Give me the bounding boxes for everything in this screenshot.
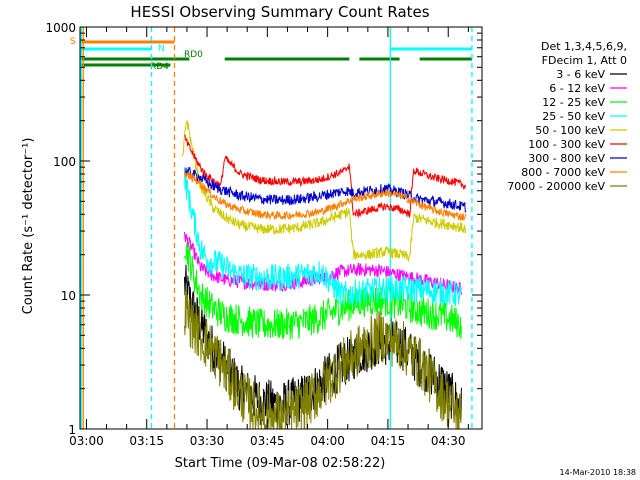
legend-label: 7000 - 20000 keV [507, 180, 605, 193]
chart-title: HESSI Observing Summary Count Rates [130, 3, 429, 21]
legend-label: 100 - 300 keV [528, 138, 605, 151]
axes: 1 10 100 1000 03:00 03:15 03:30 03:45 04:00 04:15… [45, 21, 483, 448]
x-tick-label: 03:15 [129, 434, 164, 448]
legend-label: 3 - 6 keV [556, 68, 605, 81]
x-tick-label: 04:15 [371, 434, 406, 448]
series-line [184, 241, 462, 340]
vertical-markers [80, 27, 473, 429]
instrument-flags: S N RD0 RD4 [70, 37, 472, 72]
x-tick-label: 03:30 [190, 434, 225, 448]
flag-rd0-label: RD0 [184, 50, 203, 60]
x-tick-label: 04:00 [310, 434, 345, 448]
legend-title-line-2: FDecim 1, Att 0 [542, 54, 627, 67]
y-tick-label: 1000 [45, 21, 76, 35]
legend-label: 800 - 7000 keV [521, 166, 605, 179]
legend-label: 300 - 800 keV [528, 152, 605, 165]
legend-label: 50 - 100 keV [535, 124, 605, 137]
flag-n-label: N [158, 44, 165, 54]
series-line [184, 171, 467, 222]
legend-label: 12 - 25 keV [542, 96, 605, 109]
series-line [184, 134, 467, 219]
series-lines [182, 120, 467, 431]
x-axis-label: Start Time (09-Mar-08 02:58:22) [175, 456, 386, 471]
legend-title-line-1: Det 1,3,4,5,6,9, [541, 40, 627, 53]
series-line [184, 167, 462, 308]
y-axis-label: Count Rate (s⁻¹ detector⁻¹) [21, 138, 36, 315]
series-line [184, 289, 462, 431]
flag-rd4-label: RD4 [150, 62, 169, 72]
y-tick-label: 1 [68, 423, 76, 437]
footer-timestamp: 14-Mar-2010 18:38 [560, 468, 637, 477]
y-tick-label: 10 [61, 289, 76, 303]
x-tick-label: 04:30 [431, 434, 466, 448]
flag-s-label: S [70, 37, 76, 47]
x-tick-label: 03:45 [250, 434, 285, 448]
plot-frame [79, 26, 483, 430]
legend-label: 25 - 50 keV [542, 110, 605, 123]
x-tick-label: 03:00 [69, 434, 104, 448]
legend-label: 6 - 12 keV [549, 82, 605, 95]
y-tick-label: 100 [53, 155, 76, 169]
series-line [182, 120, 467, 262]
